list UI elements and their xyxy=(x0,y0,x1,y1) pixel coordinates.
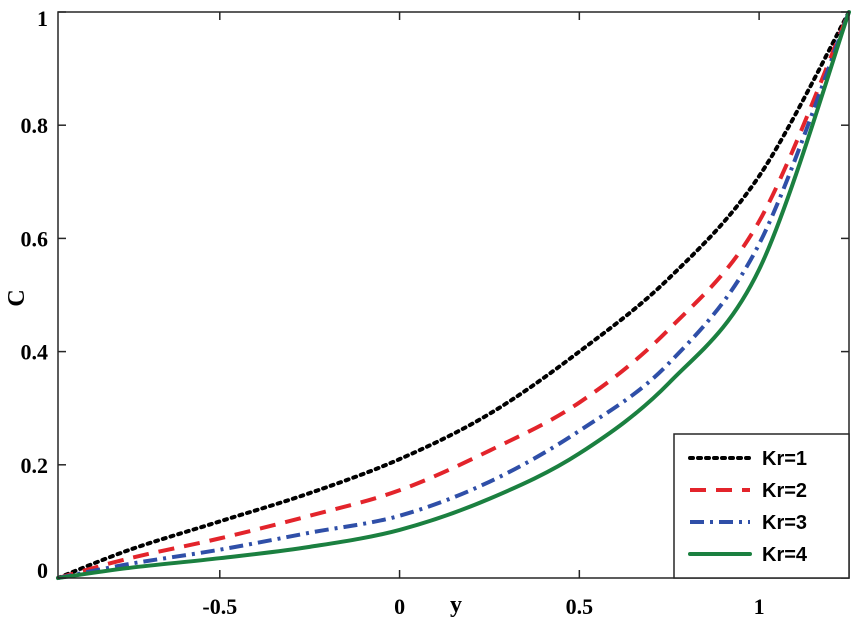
y-tick-label: 1 xyxy=(37,6,48,31)
x-tick-label: 0 xyxy=(394,594,405,619)
y-tick-label: 0.4 xyxy=(21,340,49,365)
legend-label-kr-4: Kr=4 xyxy=(762,544,808,566)
series-lines xyxy=(56,10,851,580)
y-tick-label: 0.2 xyxy=(21,453,49,478)
y-axis-label: C xyxy=(4,289,30,306)
series-line-kr-3 xyxy=(57,11,851,580)
legend-label-kr-2: Kr=2 xyxy=(762,480,807,502)
x-tick-label: 1 xyxy=(754,594,765,619)
x-tick-label: 0.5 xyxy=(566,594,594,619)
axes-box xyxy=(57,11,850,579)
tick-labels: -0.5 0 0.5 1 0 0.2 0.4 0.6 0.8 1 xyxy=(21,6,765,619)
y-tick-label: 0.8 xyxy=(21,113,49,138)
series-line-kr-1 xyxy=(56,10,851,580)
y-tick-label: 0.6 xyxy=(21,226,49,251)
y-tick-label: 0 xyxy=(37,558,48,583)
series-line-kr-2 xyxy=(57,11,851,580)
series-line-kr-4 xyxy=(56,10,851,580)
x-tick-label: -0.5 xyxy=(202,594,237,619)
legend-label-kr-1: Kr=1 xyxy=(762,448,807,470)
legend: Kr=1 Kr=2 Kr=3 Kr=4 xyxy=(673,433,850,579)
x-axis-label: y xyxy=(450,592,462,618)
legend-label-kr-3: Kr=3 xyxy=(762,512,807,534)
